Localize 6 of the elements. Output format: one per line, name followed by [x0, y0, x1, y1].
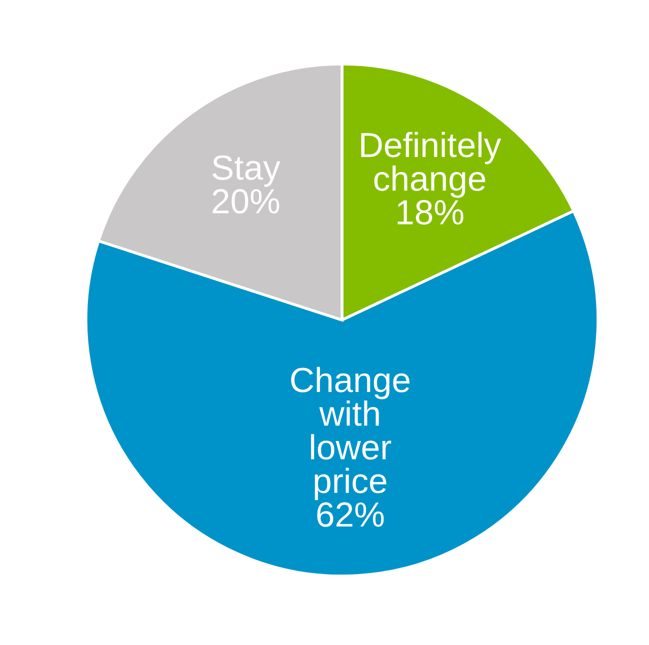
slice-label: Definitely change: [361, 132, 502, 198]
data-label: 20%: [212, 188, 280, 214]
slice-label: Change with lower price: [291, 366, 410, 500]
data-label: 18%: [398, 200, 464, 225]
slice-label: Stay: [212, 155, 280, 187]
data-label: 62%: [317, 502, 384, 527]
